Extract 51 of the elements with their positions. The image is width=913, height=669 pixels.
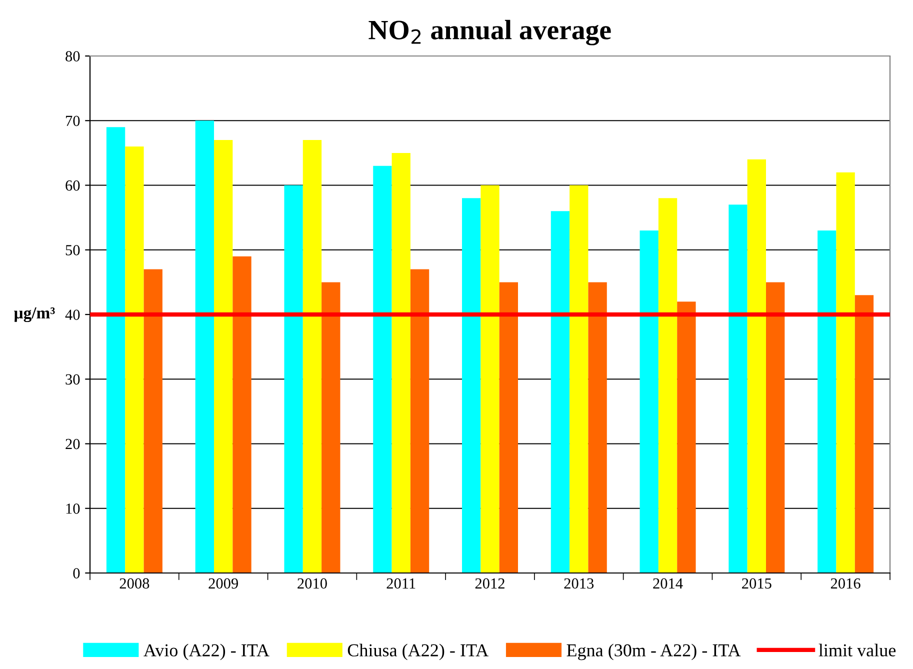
- bar: [144, 269, 162, 573]
- x-tick-label: 2015: [742, 578, 772, 589]
- bar: [284, 185, 303, 573]
- legend-label: Chiusa (A22) - ITA: [348, 644, 488, 660]
- bar: [588, 282, 607, 573]
- legend-label: Egna (30m - A22) - ITA: [566, 644, 741, 660]
- x-tick-label: 2009: [208, 578, 238, 589]
- bar: [570, 185, 588, 573]
- y-tick-label: 0: [73, 568, 80, 578]
- bar: [106, 127, 126, 573]
- bar: [728, 204, 748, 573]
- bar: [392, 152, 410, 573]
- x-tick-label: 2016: [830, 578, 860, 589]
- x-tick-label: 2011: [386, 578, 416, 589]
- y-tick-label: 80: [66, 51, 80, 62]
- x-tick-label: 2013: [564, 578, 594, 589]
- legend-label: limit value: [818, 644, 896, 656]
- bar: [550, 211, 570, 573]
- bar: [214, 140, 233, 573]
- y-tick-label: 20: [66, 438, 80, 450]
- bar: [747, 159, 766, 573]
- bar: [677, 302, 696, 573]
- bar: [232, 256, 252, 573]
- bar: [854, 295, 874, 573]
- bar: [480, 185, 500, 573]
- y-axis-title: µg/m³: [14, 307, 55, 322]
- y-tick-label: 40: [65, 310, 80, 320]
- bar: [322, 282, 340, 573]
- y-tick-label: 30: [66, 374, 80, 385]
- bar: [462, 198, 481, 573]
- bar: [125, 146, 144, 573]
- x-tick-label: 2008: [120, 578, 150, 589]
- bar: [195, 120, 214, 573]
- bar: [373, 166, 392, 573]
- y-tick-label: 10: [66, 504, 80, 514]
- y-tick-label: 50: [66, 245, 80, 256]
- y-tick-label: 60: [66, 180, 80, 191]
- bar: [836, 172, 855, 573]
- bar: [410, 269, 430, 573]
- bar: [766, 282, 785, 573]
- y-tick-label: 70: [66, 116, 80, 126]
- x-tick-label: 2012: [475, 578, 504, 589]
- x-tick-label: 2010: [298, 578, 327, 589]
- bar: [640, 230, 658, 573]
- bar: [658, 198, 678, 573]
- bar: [818, 230, 836, 573]
- chart-title: NO$_{2}$ annual average: [368, 20, 611, 46]
- x-tick-label: 2014: [653, 578, 683, 589]
- bar: [302, 140, 322, 573]
- legend-label: Avio (A22) - ITA: [144, 644, 270, 660]
- bar: [499, 282, 518, 573]
